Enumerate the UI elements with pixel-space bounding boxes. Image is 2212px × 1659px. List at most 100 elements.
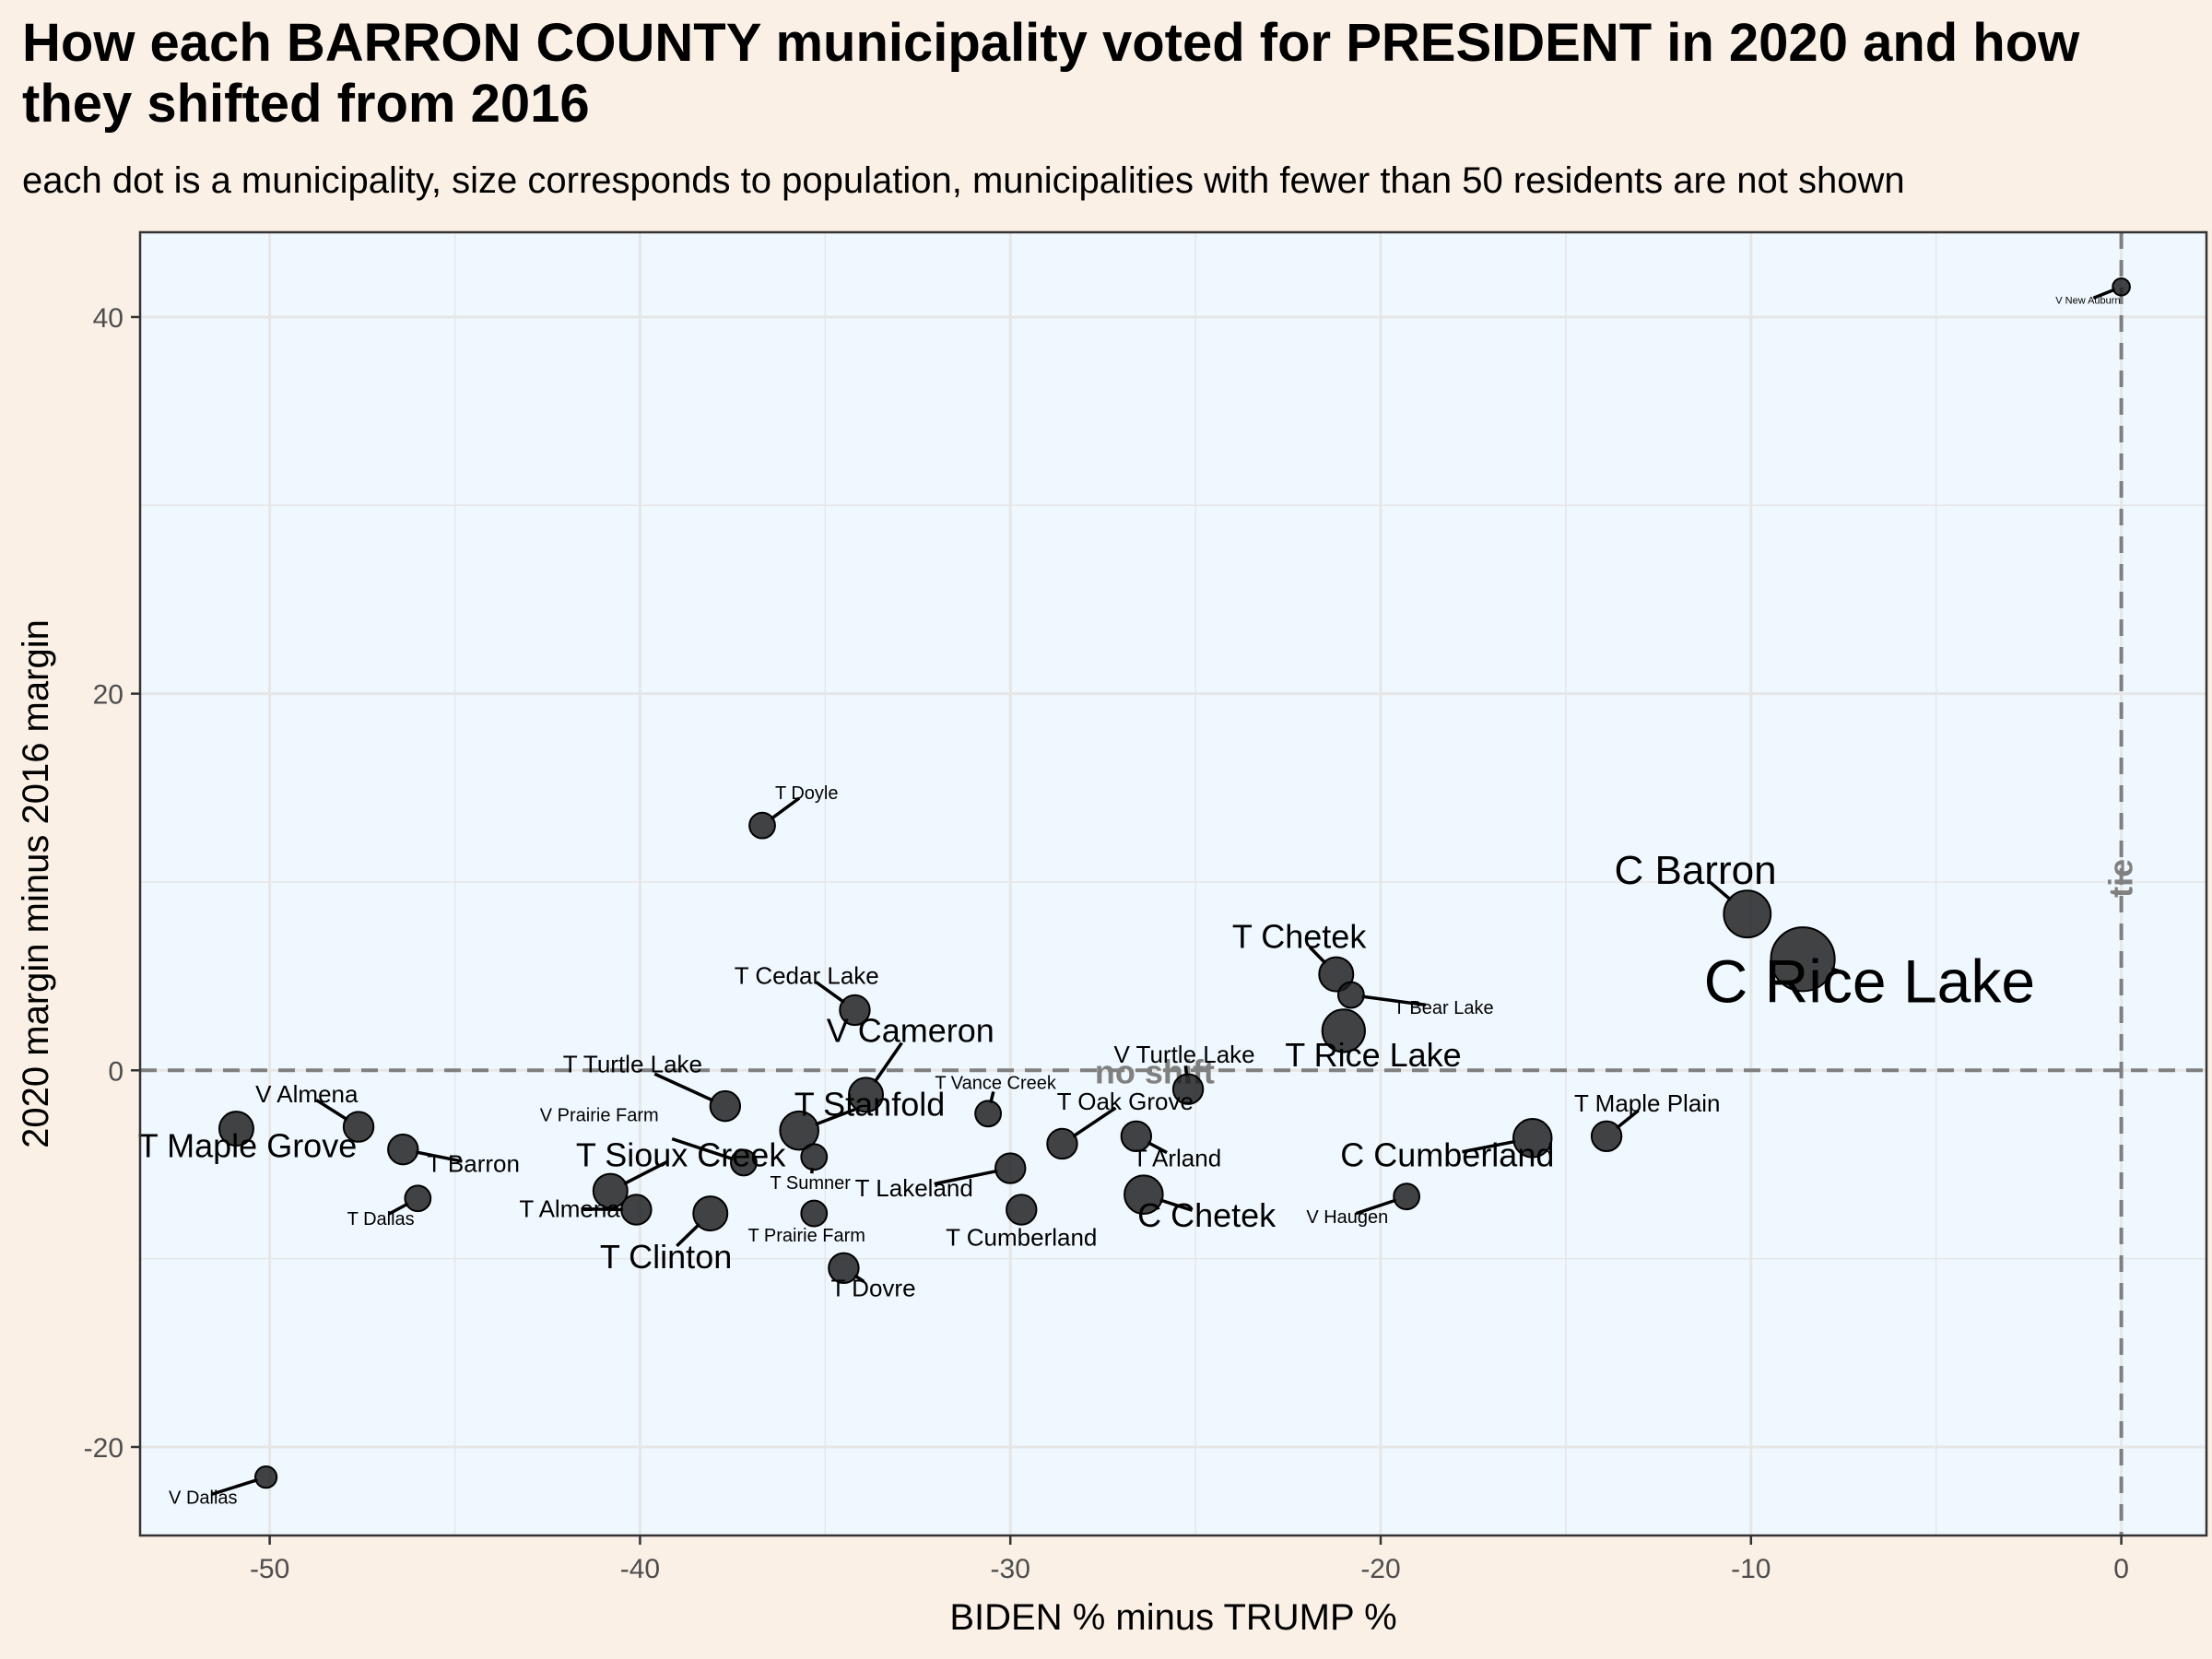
label-leader-line: [415, 1150, 463, 1163]
municipality-label: T Maple Plain: [1574, 1089, 1721, 1117]
municipality-point: [748, 811, 776, 840]
municipality-point: [800, 1199, 829, 1228]
label-leader-line: [815, 1107, 856, 1126]
municipality-label: V Haugen: [1306, 1207, 1388, 1228]
municipality-label: T Sumner: [771, 1173, 852, 1194]
municipality-point: [1006, 1194, 1038, 1226]
label-leader-line: [1308, 946, 1327, 965]
label-leader-line: [211, 1477, 258, 1496]
y-tick-label: 0: [108, 1056, 124, 1087]
municipality-label: C Chetek: [1137, 1196, 1277, 1234]
label-leader-line: [388, 1202, 409, 1216]
municipality-point: [620, 1194, 653, 1226]
municipality-point: [974, 1100, 1003, 1128]
municipality-label: T Almena: [519, 1195, 620, 1223]
municipality-label: T Lakeland: [855, 1174, 973, 1202]
municipality-label: V Almena: [255, 1080, 359, 1108]
municipality-label: T Doyle: [775, 783, 839, 804]
municipality-point: [1171, 1073, 1205, 1105]
label-leader-line: [1708, 880, 1733, 901]
x-tick-label: -10: [1731, 1554, 1771, 1584]
municipality-point: [709, 1089, 742, 1123]
x-axis-title: BIDEN % minus TRUMP %: [949, 1597, 1396, 1638]
label-leader-line: [315, 1099, 349, 1122]
plot-panel: [140, 232, 2206, 1535]
municipality-point: [1512, 1118, 1553, 1159]
municipality-point: [1321, 1008, 1366, 1053]
municipality-point: [1120, 1120, 1153, 1153]
y-tick-label: 40: [93, 303, 124, 334]
municipality-point: [254, 1465, 278, 1489]
municipality-point: [342, 1111, 375, 1143]
label-leader-line: [873, 1041, 903, 1084]
municipality-label: T Dovre: [831, 1274, 916, 1301]
label-leader-line: [581, 1206, 624, 1212]
label-leader-line: [1147, 1140, 1168, 1155]
label-leader-line: [1361, 994, 1427, 1007]
y-tick-label: -20: [84, 1433, 124, 1464]
label-leader-line: [623, 1159, 668, 1186]
x-tick-label: -30: [991, 1554, 1030, 1584]
municipality-label: C Cumberland: [1340, 1136, 1554, 1174]
municipality-label: T Cumberland: [946, 1223, 1097, 1251]
chart-title: How each BARRON COUNTY municipality vote…: [22, 13, 2080, 134]
municipality-label: T Maple Grove: [138, 1126, 357, 1164]
label-leader-line: [676, 1222, 701, 1248]
label-leader-line: [1159, 1198, 1194, 1212]
label-leader-line: [653, 1072, 714, 1102]
label-leader-line: [1072, 1106, 1117, 1138]
municipality-label: V Dallas: [169, 1488, 237, 1508]
label-leader-line: [1355, 1198, 1397, 1216]
municipality-label: C Rice Lake: [1704, 947, 2036, 1016]
municipality-point: [839, 994, 871, 1027]
municipality-label: T Sioux Creek: [576, 1136, 786, 1174]
plot-border: [138, 230, 2208, 1537]
label-leader-line: [770, 796, 801, 820]
municipality-label: V Turtle Lake: [1113, 1041, 1254, 1068]
municipality-point: [1770, 926, 1836, 993]
municipality-label: V Prairie Farm: [540, 1105, 659, 1125]
municipality-point: [1124, 1174, 1164, 1215]
municipality-label: T Vance Creek: [935, 1074, 1057, 1094]
municipality-point: [692, 1195, 729, 1232]
municipality-label: T Oak Grove: [1057, 1088, 1194, 1115]
municipality-point: [1046, 1127, 1078, 1160]
municipality-point: [1723, 889, 1772, 939]
municipality-label: T Chetek: [1232, 917, 1367, 955]
municipality-label: T Arland: [1133, 1145, 1221, 1172]
y-tick-label: 20: [93, 680, 124, 711]
label-leader-line: [815, 981, 845, 1005]
municipality-point: [218, 1111, 254, 1147]
x-tick-label: -40: [620, 1554, 660, 1584]
x-tick-label: 0: [2113, 1554, 2129, 1584]
municipality-point: [404, 1184, 432, 1213]
x-tick-label: -50: [250, 1554, 289, 1584]
municipality-point: [730, 1148, 758, 1177]
municipality-point: [387, 1133, 419, 1166]
y-axis-title: 2020 margin minus 2016 margin: [16, 619, 56, 1148]
municipality-point: [1336, 981, 1365, 1009]
chart-subtitle: each dot is a municipality, size corresp…: [22, 160, 1905, 201]
municipality-label: T Barron: [427, 1150, 520, 1178]
municipality-point: [779, 1110, 819, 1151]
label-leader-line: [934, 1169, 998, 1186]
municipality-label: T Cedar Lake: [735, 961, 879, 989]
municipality-label: T Clinton: [600, 1238, 732, 1276]
municipality-label: T Prairie Farm: [748, 1226, 865, 1246]
municipality-point: [2112, 276, 2131, 297]
municipality-label: T Rice Lake: [1285, 1036, 1461, 1074]
municipality-label: T Stanfold: [794, 1085, 945, 1123]
municipality-label: V Cameron: [827, 1012, 994, 1050]
municipality-label: T Turtle Lake: [563, 1050, 702, 1077]
label-leader-line: [671, 1136, 735, 1161]
label-leader-line: [1462, 1139, 1516, 1154]
municipality-label: C Barron: [1614, 848, 1776, 893]
municipality-point: [800, 1143, 829, 1171]
label-leader-line: [1616, 1109, 1640, 1130]
reference-label-tie: tie: [2102, 859, 2140, 898]
municipality-label: T Dallas: [347, 1209, 415, 1230]
x-tick-label: -20: [1360, 1554, 1400, 1584]
municipality-point: [1393, 1182, 1421, 1211]
label-leader-line: [2092, 288, 2116, 300]
municipality-point: [994, 1152, 1027, 1184]
